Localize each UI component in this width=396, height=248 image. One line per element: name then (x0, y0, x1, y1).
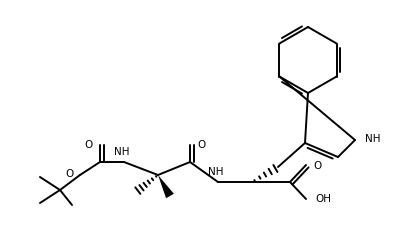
Text: O: O (197, 140, 205, 150)
Polygon shape (158, 175, 174, 198)
Text: NH: NH (365, 134, 381, 144)
Text: O: O (66, 169, 74, 179)
Text: O: O (313, 161, 321, 171)
Text: OH: OH (315, 194, 331, 204)
Text: NH: NH (208, 167, 224, 177)
Text: NH: NH (114, 147, 130, 157)
Text: O: O (85, 140, 93, 150)
